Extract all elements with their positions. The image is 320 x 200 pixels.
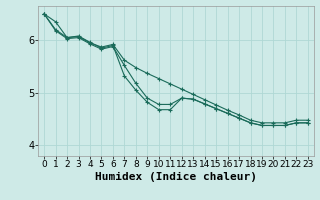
X-axis label: Humidex (Indice chaleur): Humidex (Indice chaleur): [95, 172, 257, 182]
